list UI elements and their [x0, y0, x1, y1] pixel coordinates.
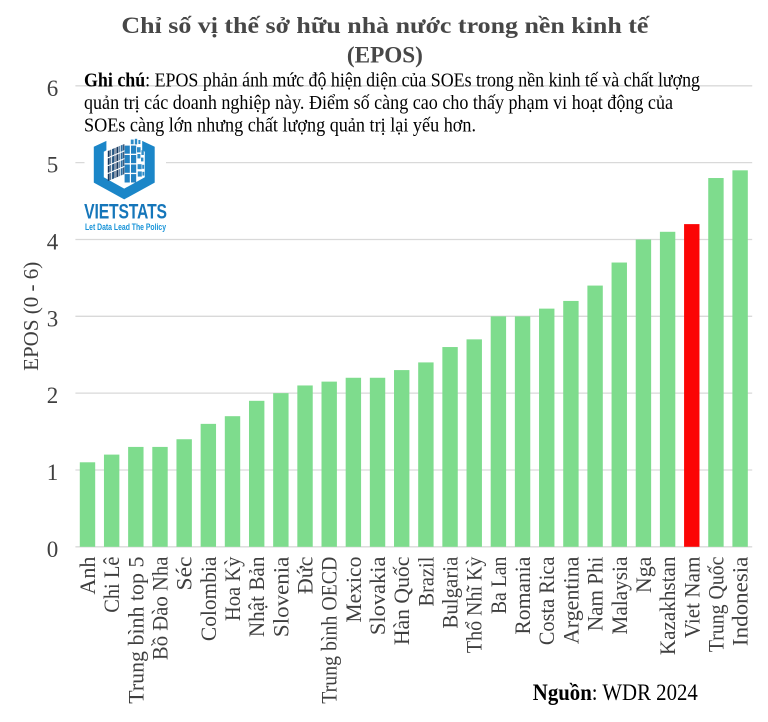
svg-text:Slovenia: Slovenia — [268, 556, 293, 637]
svg-text:Chỉ số vị thế sở hữu nhà nước: Chỉ số vị thế sở hữu nhà nước trong nền … — [121, 13, 650, 39]
svg-text:Slovakia: Slovakia — [365, 556, 390, 635]
svg-text:Costa Rica: Costa Rica — [534, 556, 559, 645]
svg-text:6: 6 — [47, 76, 59, 101]
svg-text:Séc: Séc — [172, 556, 197, 590]
svg-text:Nam Phi: Nam Phi — [583, 557, 608, 632]
svg-text:Anh: Anh — [75, 557, 100, 595]
svg-text:Nga: Nga — [631, 556, 656, 593]
svg-text:Đức: Đức — [293, 556, 318, 594]
svg-text:Ba Lan: Ba Lan — [486, 557, 511, 615]
svg-text:Indonesia: Indonesia — [728, 556, 753, 646]
svg-text:VIETSTATS: VIETSTATS — [84, 199, 167, 223]
svg-text:Hoa Kỳ: Hoa Kỳ — [220, 557, 245, 622]
svg-text:Chi Lê: Chi Lê — [99, 557, 124, 613]
svg-text:1: 1 — [47, 460, 59, 485]
svg-text:Kazakhstan: Kazakhstan — [655, 557, 680, 656]
svg-text:Bồ Đào Nha: Bồ Đào Nha — [148, 556, 173, 660]
svg-text:Nguồn: WDR 2024: Nguồn: WDR 2024 — [533, 680, 698, 705]
svg-text:0: 0 — [47, 537, 59, 562]
svg-text:Let Data Lead The Policy: Let Data Lead The Policy — [85, 222, 167, 232]
svg-text:Trung bình OECD: Trung bình OECD — [317, 557, 342, 704]
svg-text:2: 2 — [47, 383, 59, 408]
svg-text:Trung bình top 5: Trung bình top 5 — [123, 557, 148, 704]
svg-text:Argentina: Argentina — [558, 556, 583, 644]
svg-text:(EPOS): (EPOS) — [347, 42, 423, 68]
svg-text:Viet Nam: Viet Nam — [679, 557, 704, 639]
svg-text:Malaysia: Malaysia — [607, 556, 632, 634]
svg-text:Hàn Quốc: Hàn Quốc — [389, 556, 414, 645]
svg-text:Brazil: Brazil — [413, 557, 438, 607]
svg-text:5: 5 — [47, 153, 59, 178]
svg-text:quản trị các doanh nghiệp này.: quản trị các doanh nghiệp này. Điểm số c… — [84, 92, 673, 114]
svg-text:Colombia: Colombia — [196, 556, 221, 641]
svg-text:4: 4 — [47, 230, 59, 255]
svg-text:Trung Quốc: Trung Quốc — [703, 556, 728, 652]
svg-text:3: 3 — [47, 306, 59, 331]
svg-text:Nhật Bản: Nhật Bản — [244, 557, 269, 638]
svg-text:Ghi chú: EPOS phản ánh mức độ: Ghi chú: EPOS phản ánh mức độ hiện diện … — [84, 70, 700, 92]
svg-text:Romania: Romania — [510, 556, 535, 634]
svg-text:SOEs càng lớn nhưng chất lượng: SOEs càng lớn nhưng chất lượng quản trị … — [84, 114, 476, 136]
svg-text:EPOS (0 - 6): EPOS (0 - 6) — [19, 262, 43, 371]
svg-text:Thổ Nhĩ Kỳ: Thổ Nhĩ Kỳ — [462, 557, 487, 654]
svg-text:Mexico: Mexico — [341, 557, 366, 623]
svg-text:Bulgaria: Bulgaria — [438, 556, 463, 628]
